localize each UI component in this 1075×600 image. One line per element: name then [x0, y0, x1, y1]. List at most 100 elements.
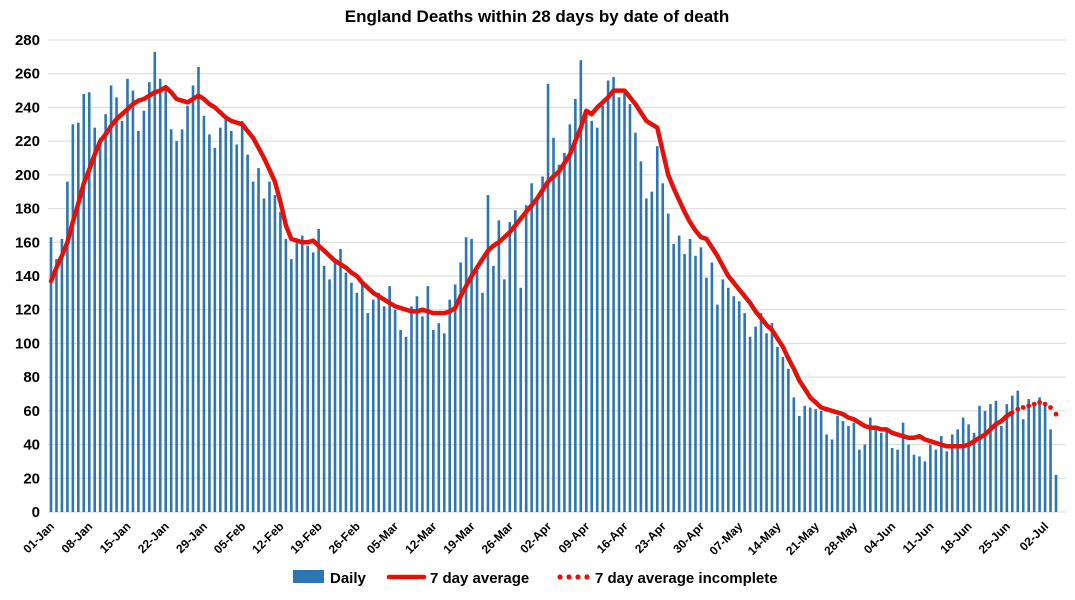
daily-bar [71, 124, 75, 512]
daily-bar [765, 333, 768, 512]
daily-bar [87, 92, 91, 512]
daily-bar [77, 122, 80, 512]
daily-bar [1032, 402, 1036, 512]
daily-bar [634, 132, 637, 512]
daily-bar [82, 93, 86, 512]
y-axis-tick-label: 40 [23, 437, 40, 454]
incomplete-average-dot [1020, 405, 1026, 410]
x-axis-tick-label: 15-Jan [97, 519, 134, 556]
incomplete-average-dot [1026, 403, 1032, 409]
y-axis-tick-label: 80 [23, 369, 40, 386]
daily-bar [311, 252, 315, 512]
daily-bar [262, 198, 266, 512]
x-axis-tick-label: 05-Mar [364, 519, 401, 556]
daily-bar [546, 83, 550, 512]
daily-bar [109, 85, 113, 512]
daily-bar [1016, 390, 1020, 512]
daily-bar [874, 426, 878, 512]
legend-dot-icon [566, 574, 572, 580]
daily-bar [563, 152, 566, 512]
daily-bar [426, 286, 430, 512]
legend-dot-icon [575, 574, 581, 580]
daily-bar [770, 323, 774, 512]
daily-bar [645, 198, 648, 512]
daily-bar [907, 444, 910, 512]
daily-bar [967, 424, 970, 512]
x-axis-tick-label: 19-Feb [288, 519, 325, 556]
legend-daily-swatch [293, 570, 324, 583]
daily-bar [1038, 397, 1041, 512]
incomplete-average-dot [1053, 411, 1059, 417]
daily-bar [153, 51, 157, 513]
daily-bar [885, 431, 888, 512]
legend-daily-label: Daily [330, 570, 367, 587]
x-axis-tick-label: 23-Apr [632, 519, 669, 556]
legend-average-label: 7 day average [430, 570, 529, 587]
daily-bar [743, 313, 746, 512]
daily-bar [290, 259, 293, 512]
daily-bar [142, 110, 146, 513]
daily-bar [721, 279, 725, 512]
daily-bar [841, 420, 845, 512]
daily-bar [519, 287, 523, 512]
x-axis-tick-label: 05-Feb [211, 519, 248, 556]
daily-bar [726, 287, 730, 512]
daily-bar [240, 120, 244, 512]
daily-bar [508, 222, 512, 512]
daily-bar [825, 434, 828, 512]
daily-bar [284, 238, 288, 512]
daily-bar [377, 292, 381, 512]
x-axis-tick-label: 02-Jul [1017, 519, 1051, 553]
y-axis-tick-label: 260 [15, 66, 40, 83]
x-axis-tick-label: 25-Jun [976, 519, 1013, 556]
daily-bar [437, 323, 441, 512]
daily-bar [978, 405, 981, 512]
daily-bar [819, 410, 823, 512]
daily-bar [202, 115, 206, 513]
y-axis-tick-label: 280 [15, 32, 40, 49]
daily-bar [759, 313, 763, 512]
daily-bar [945, 451, 949, 512]
daily-bar [279, 211, 282, 512]
x-axis-tick-label: 26-Mar [479, 519, 516, 556]
x-axis-tick-label: 01-Jan [20, 519, 57, 556]
daily-bar [137, 131, 140, 512]
x-axis-tick-label: 04-Jun [861, 519, 898, 556]
x-axis-tick-label: 14-May [745, 519, 784, 558]
daily-bar [847, 426, 850, 512]
daily-bar [787, 368, 790, 512]
daily-bar [579, 60, 583, 512]
daily-bar [677, 235, 681, 513]
x-axis-tick-label: 29-Jan [173, 519, 210, 556]
daily-bar [628, 104, 632, 512]
daily-bar [1005, 404, 1009, 512]
daily-bar [983, 410, 987, 512]
daily-bar [224, 119, 228, 512]
daily-bar [464, 237, 468, 513]
daily-bar [803, 405, 807, 512]
daily-bar [497, 220, 501, 512]
daily-bar [666, 213, 670, 512]
x-axis-tick-label: 28-May [821, 519, 860, 558]
daily-bar [268, 181, 271, 512]
daily-bar [590, 120, 594, 512]
daily-bar [661, 183, 665, 513]
daily-bar [989, 404, 992, 512]
daily-bar [60, 238, 64, 512]
daily-bar [229, 131, 233, 512]
daily-bar [557, 164, 561, 513]
daily-bar [940, 436, 943, 512]
daily-bar [361, 282, 364, 512]
daily-bar [814, 409, 817, 512]
daily-bar [104, 114, 107, 513]
legend-incomplete-swatch [557, 574, 590, 580]
daily-bar [929, 444, 932, 512]
daily-bar [595, 127, 599, 512]
daily-bar [366, 313, 370, 512]
incomplete-average-dot [1031, 401, 1037, 407]
daily-bar [98, 137, 102, 512]
daily-bar [1043, 402, 1047, 512]
daily-bar [574, 99, 577, 512]
x-axis-tick-label: 26-Feb [326, 519, 363, 556]
